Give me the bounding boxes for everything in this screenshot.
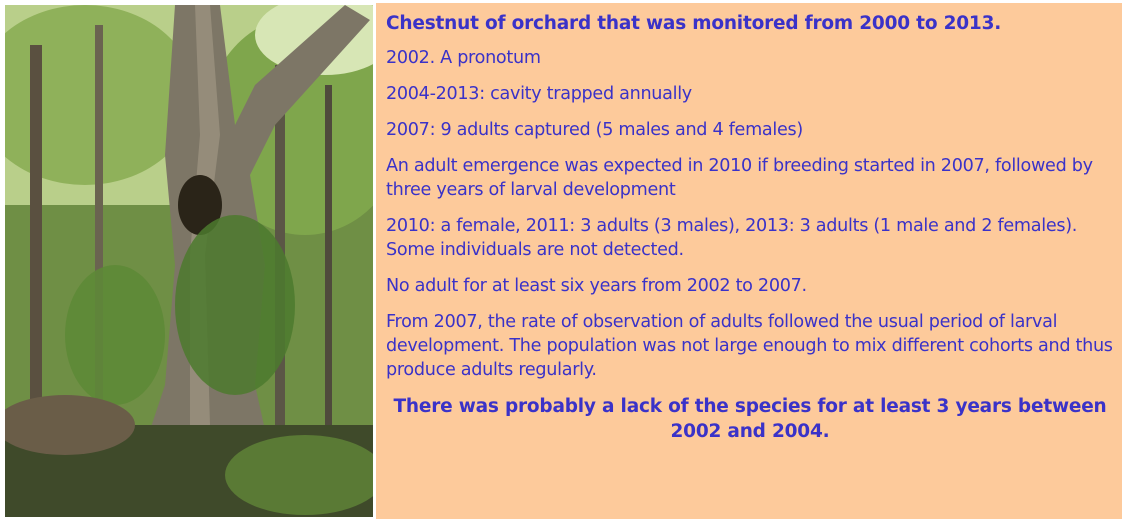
item-list: 2002. A pronotum 2004-2013: cavity trappe… [386,46,1114,382]
item: 2004-2013: cavity trapped annually [386,82,1114,106]
item: 2010: a female, 2011: 3 adults (3 males)… [386,214,1114,262]
item: No adult for at least six years from 200… [386,274,1114,298]
item: From 2007, the rate of observation of ad… [386,310,1114,382]
item: 2007: 9 adults captured (5 males and 4 f… [386,118,1114,142]
item: 2002. A pronotum [386,46,1114,70]
slide-title: Chestnut of orchard that was monitored f… [386,13,1114,34]
tree-photo [5,5,373,517]
text-panel: Chestnut of orchard that was monitored f… [376,3,1122,519]
conclusion: There was probably a lack of the species… [386,394,1114,444]
item: An adult emergence was expected in 2010 … [386,154,1114,202]
slide: Chestnut of orchard that was monitored f… [0,0,1124,522]
